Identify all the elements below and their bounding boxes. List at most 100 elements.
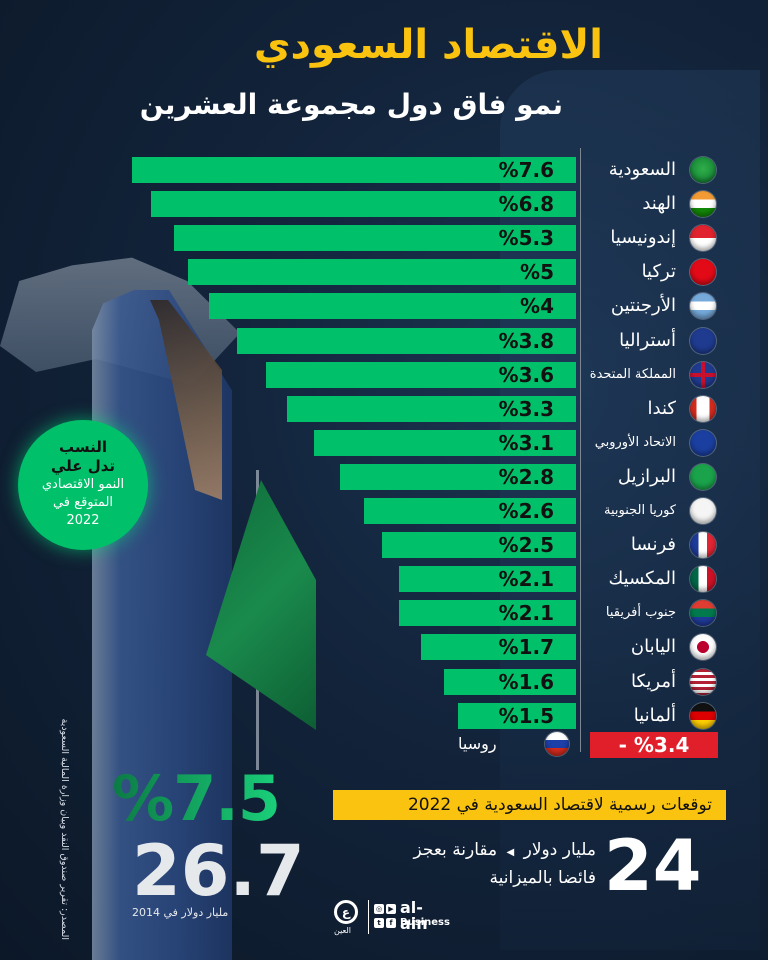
country-row: أمريكا (586, 669, 728, 695)
bar-indonesia: %5.3 (174, 225, 576, 252)
badge-line-5: 2022 (66, 513, 100, 528)
country-label: البرازيل (617, 465, 676, 487)
country-row: أستراليا (586, 328, 728, 354)
country-label: أمريكا (630, 670, 676, 692)
germany-flag-icon (690, 702, 716, 729)
surplus-caption-line-1: مليار دولار ◀ مقارنة بعجز (324, 840, 597, 860)
country-label: اليابان (630, 636, 676, 658)
bar-japan: %1.7 (421, 634, 576, 661)
surplus-unit: مليار دولار (523, 840, 596, 860)
country-row: اليابان (586, 634, 728, 660)
japan-flag-icon (690, 634, 716, 661)
country-row: المكسيك (586, 566, 728, 592)
bar-turkey: %5 (188, 259, 576, 286)
country-label: إندونيسيا (610, 227, 676, 249)
logo-arabic: العين (334, 926, 352, 935)
argentina-flag-icon (690, 293, 716, 320)
bar-value: %2.8 (498, 464, 554, 489)
bar-value: %1.6 (498, 669, 554, 694)
forecast-banner: توقعات رسمية لاقتصاد السعودية في 2022 (333, 790, 726, 820)
surplus-value: 24 (604, 825, 702, 907)
country-label: السعودية (608, 159, 676, 180)
country-row: المملكة المتحدة (586, 362, 728, 388)
surplus-caption-line-2: فائضا بالميزانية (489, 868, 597, 888)
youtube-icon: ▶ (386, 904, 396, 914)
bar-value: %2.1 (498, 601, 554, 626)
page-title: الاقتصاد السعودي (253, 22, 603, 68)
deficit-2014-value: 26.7 (132, 830, 305, 912)
mexico-flag-icon (690, 566, 716, 593)
bar-south-korea: %2.6 (364, 498, 576, 524)
country-label: المملكة المتحدة (589, 366, 676, 382)
country-row: البرازيل (586, 464, 728, 490)
country-row: السعودية (586, 157, 728, 183)
bar-saudi: %7.6 (132, 157, 576, 183)
country-label: كندا (647, 397, 676, 419)
badge-line-3: النمو الاقتصادي (41, 477, 125, 492)
country-label: أستراليا (619, 329, 676, 351)
bar-value: %2.1 (498, 567, 554, 592)
flag-russia-icon (545, 732, 569, 756)
bar-value: %3.6 (498, 362, 554, 387)
bar-brazil: %2.8 (340, 463, 576, 490)
bar-value: %3.3 (498, 396, 554, 421)
bar-value: %4 (520, 294, 554, 319)
surplus-compare: مقارنة بعجز (413, 840, 498, 860)
usa-flag-icon (690, 668, 716, 695)
bar-value: %1.7 (498, 635, 554, 660)
bar-usa: %1.6 (444, 668, 576, 695)
bar-france: %2.5 (382, 532, 576, 559)
uk-flag-icon (690, 361, 716, 388)
bar-australia: %3.8 (237, 327, 576, 354)
country-label: تركيا (641, 261, 676, 283)
country-label: ألمانيا (633, 704, 676, 726)
twitter-icon: t (374, 918, 384, 928)
saudi-flag-icon (690, 157, 716, 183)
facebook-icon: f (386, 918, 396, 928)
country-label: المكسيك (608, 568, 677, 590)
country-label: الأرجنتين (610, 295, 676, 317)
bar-value: %3.8 (498, 328, 554, 353)
bar-value: %5.3 (498, 226, 554, 251)
logo-separator (368, 900, 369, 934)
country-russia: روسيا (458, 734, 497, 753)
al-ain-logo: ع العين ◎ ▶ t f al-ain Business (328, 898, 450, 938)
bar-value: %7.6 (498, 158, 554, 182)
eu-flag-icon (690, 429, 716, 456)
indonesia-flag-icon (690, 225, 716, 252)
country-label: الاتحاد الأوروبي (594, 434, 676, 450)
badge-line-2: تدل علي (50, 457, 116, 475)
arrow-left-icon: ◀ (506, 847, 515, 858)
bar-india: %6.8 (151, 191, 576, 218)
turkey-flag-icon (690, 259, 716, 286)
badge-line-1: النسب (58, 438, 108, 456)
india-flag-icon (690, 191, 716, 218)
bar-germany: %1.5 (458, 702, 576, 729)
bar-value: %6.8 (498, 192, 554, 217)
badge-line-4: المتوقع في (52, 495, 114, 510)
brazil-flag-icon (690, 463, 716, 490)
bar-eu: %3.1 (314, 429, 576, 456)
france-flag-icon (690, 532, 716, 559)
canada-flag-icon (690, 395, 716, 422)
country-label: الهند (642, 193, 676, 215)
country-row: الأرجنتين (586, 293, 728, 319)
country-row: تركيا (586, 259, 728, 285)
country-row: الاتحاد الأوروبي (586, 430, 728, 456)
bar-argentina: %4 (209, 293, 576, 320)
source-note: المصدر: تقرير صندوق النقد وبيان وزارة ال… (59, 718, 70, 940)
country-row: ألمانيا (586, 703, 728, 729)
deficit-2014-caption: مليار دولار في 2014 (132, 906, 229, 919)
south-africa-flag-icon (690, 600, 716, 627)
country-row: كندا (586, 396, 728, 422)
country-row: الهند (586, 191, 728, 217)
bar-value: - %3.4 (618, 733, 690, 757)
page-subtitle: نمو فاق دول مجموعة العشرين (139, 88, 563, 121)
australia-flag-icon (690, 327, 716, 354)
growth-forecast-value: %7.5 (112, 762, 281, 835)
bar-canada: %3.3 (287, 395, 576, 422)
logo-brand: al-ain (400, 898, 428, 933)
country-row: إندونيسيا (586, 225, 728, 251)
bar-south-africa: %2.1 (399, 600, 576, 627)
bar-value: %1.5 (498, 703, 554, 728)
